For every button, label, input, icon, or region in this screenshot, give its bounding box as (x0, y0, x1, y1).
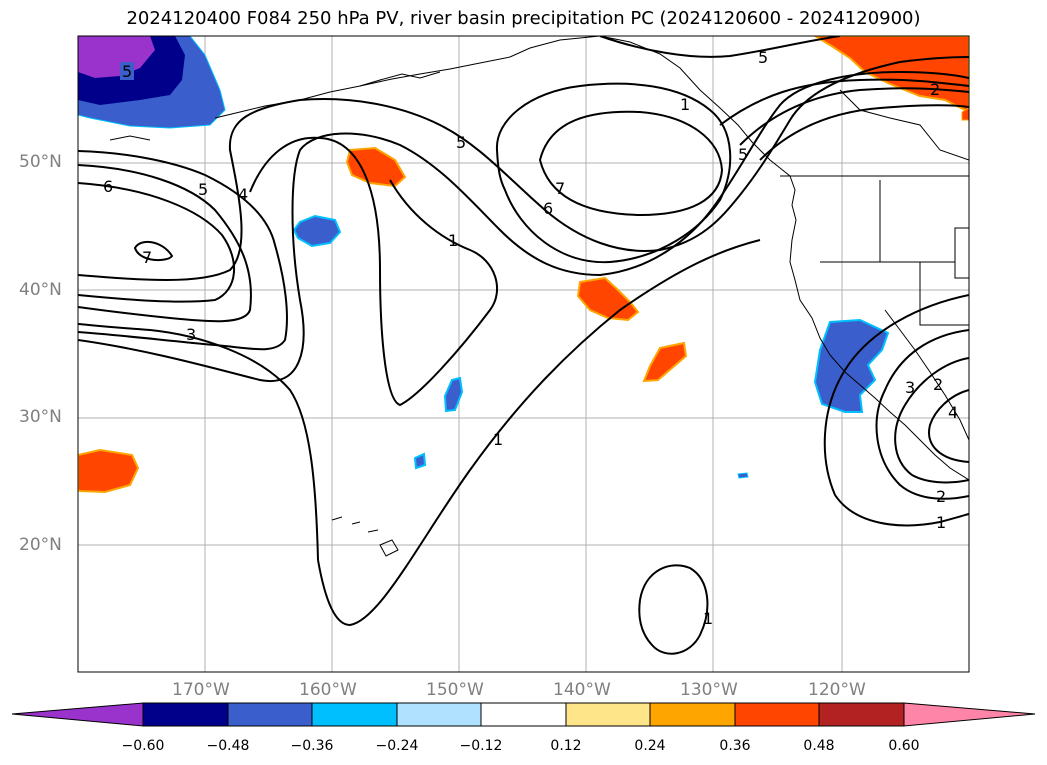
contour-label: 5 (456, 133, 466, 152)
lon-label: 140°W (553, 680, 611, 700)
contour-label: 6 (543, 199, 553, 218)
contour-label: 4 (238, 185, 248, 204)
colorbar-tick-label: 0.24 (634, 738, 666, 754)
colorbar-segment (818, 702, 905, 727)
colorbar-tick-label: −0.60 (121, 738, 165, 754)
colorbar-tick-label: −0.36 (290, 738, 334, 754)
precip-negative-nw (78, 36, 226, 129)
contour-label: 1 (680, 95, 690, 114)
colorbar-tick-label: −0.48 (206, 738, 250, 754)
pv-contours (78, 36, 969, 655)
lon-label: 120°W (808, 680, 866, 700)
precip-negative-2 (443, 376, 464, 413)
colorbar-tick-label: −0.24 (375, 738, 419, 754)
colorbar-extend-high (903, 702, 1036, 727)
colorbar-segment (227, 702, 313, 727)
contour-label: 1 (493, 430, 503, 449)
contour-labels: 5 5 6 5 4 7 3 5 7 6 1 1 2 5 2 3 4 2 1 1 … (103, 48, 958, 628)
precip-negative-4 (737, 472, 749, 479)
contour-label: 7 (555, 179, 565, 198)
lon-label: 170°W (172, 680, 230, 700)
contour-label: 5 (738, 145, 748, 164)
precip-positive-4 (78, 448, 140, 494)
precip-negative-california (813, 318, 890, 413)
precip-positive-1 (345, 146, 407, 188)
colorbar-segment (565, 702, 651, 727)
colorbar-tick-label: 0.48 (803, 738, 835, 754)
contour-label: 4 (948, 403, 958, 422)
contour-label: 3 (186, 325, 196, 344)
coastlines (109, 36, 969, 557)
contour-label: 7 (142, 248, 152, 267)
precip-positive-ne-small (961, 107, 969, 121)
colorbar-segment (649, 702, 736, 727)
contour-label: 6 (103, 177, 113, 196)
colorbar-segment (396, 702, 482, 727)
contour-label: 1 (703, 609, 713, 628)
precip-positive-3 (642, 341, 688, 383)
contour-label: 1 (448, 231, 458, 250)
colorbar-extend-low (11, 702, 144, 727)
colorbar-tick-label: 0.36 (719, 738, 751, 754)
lon-label: 160°W (299, 680, 357, 700)
colorbar-segment (311, 702, 398, 727)
precip-positive-2 (576, 276, 640, 322)
colorbar-tick-label: −0.12 (459, 738, 503, 754)
lat-label: 40°N (19, 280, 62, 300)
lat-label: 50°N (19, 152, 62, 172)
colorbar-tick-label: 0.12 (550, 738, 582, 754)
contour-label: 2 (936, 487, 946, 506)
contour-label: 3 (905, 378, 915, 397)
contour-label: 5 (122, 62, 132, 81)
lon-label: 150°W (426, 680, 484, 700)
colorbar-segment (480, 702, 567, 727)
map-title: 2024120400 F084 250 hPa PV, river basin … (126, 8, 921, 29)
precip-negative-3 (413, 452, 427, 470)
contour-label: 2 (933, 375, 943, 394)
colorbar-segment (734, 702, 820, 727)
lat-label: 20°N (19, 535, 62, 555)
contour-label: 5 (758, 48, 768, 67)
contour-label: 2 (930, 80, 940, 99)
map-frame (77, 35, 970, 673)
contour-label: 5 (198, 180, 208, 199)
lon-label: 130°W (680, 680, 738, 700)
precip-negative-1 (292, 214, 342, 248)
precip-positive-ne (813, 36, 969, 114)
colorbar-segment (142, 702, 229, 727)
colorbar-tick-label: 0.60 (888, 738, 920, 754)
contour-label: 1 (936, 513, 946, 532)
lat-label: 30°N (19, 407, 62, 427)
colorbar (11, 702, 1036, 727)
